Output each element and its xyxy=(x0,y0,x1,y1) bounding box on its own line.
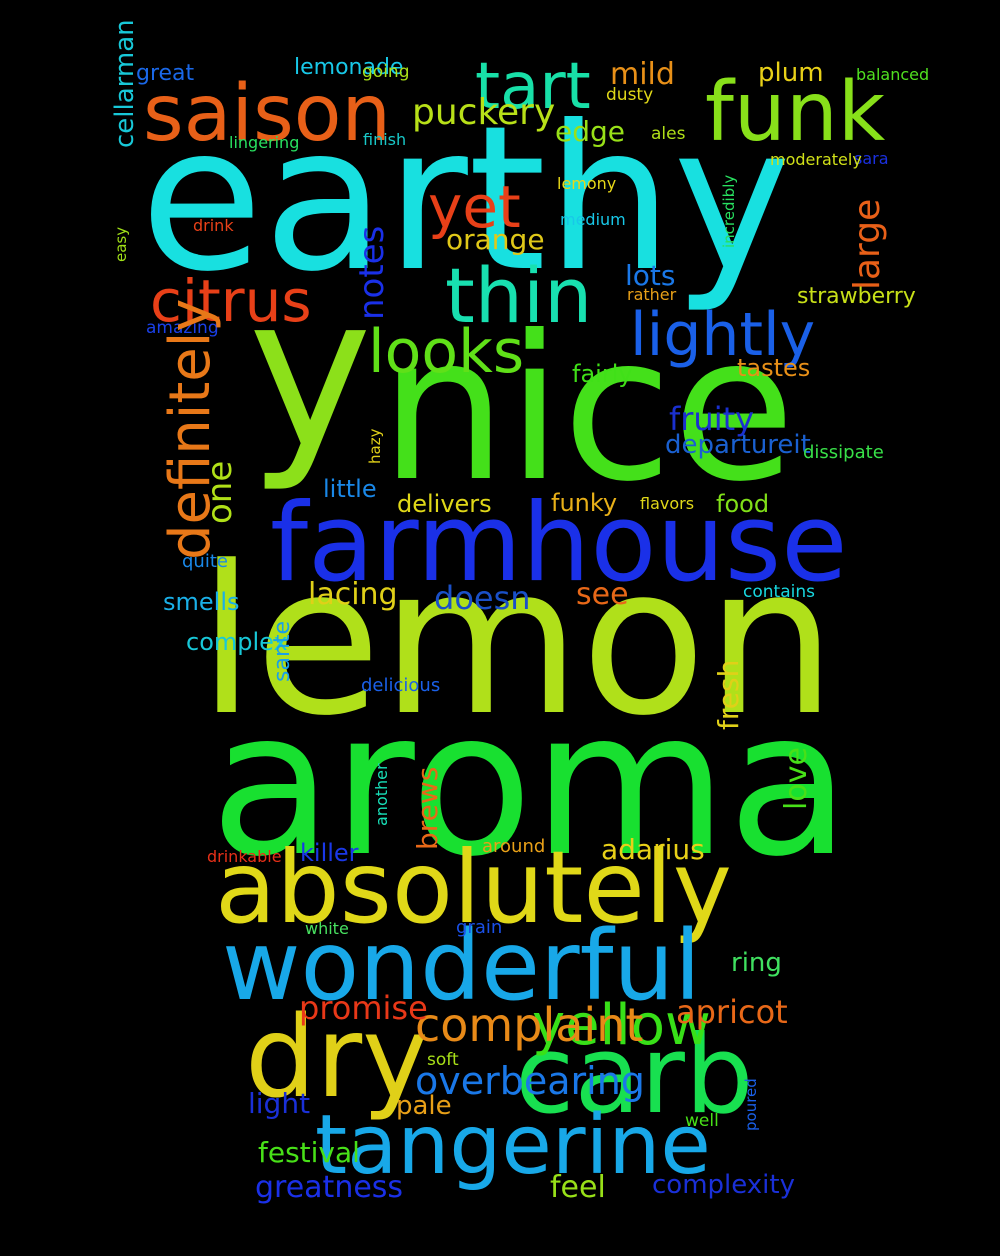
word-sara: lemonade xyxy=(294,55,404,80)
word-easy: overbearing xyxy=(415,1059,645,1103)
word-tangerine: tangerine xyxy=(315,1098,711,1193)
word-carb: carb xyxy=(515,1013,754,1138)
word-one: ring xyxy=(731,948,782,978)
word-large: apricot xyxy=(676,993,788,1031)
word-wonderful: wonderful xyxy=(222,910,701,1022)
word-saison: saison xyxy=(143,69,391,159)
word-flavors: tastes xyxy=(737,354,811,382)
word-lacing: dissipate xyxy=(803,442,884,463)
word-complexity: white xyxy=(305,919,349,938)
word-contains: delivers xyxy=(397,490,492,518)
word-lingering: dusty xyxy=(606,85,654,105)
word-medium: sara xyxy=(854,149,889,168)
word-yet: yet xyxy=(428,173,521,241)
word-dry: dry xyxy=(245,993,429,1123)
word-going: large xyxy=(847,198,888,290)
word-y: y xyxy=(248,250,373,495)
word-delicious: food xyxy=(716,490,770,518)
word-see: little xyxy=(323,475,377,503)
word-fresh: well xyxy=(685,1111,719,1131)
word-lightly: lightly xyxy=(630,300,816,370)
word-absolutely: absolutely xyxy=(215,829,732,946)
word-funk: funk xyxy=(705,65,886,160)
word-apricot: delicious xyxy=(361,675,441,696)
word-strawberry: finish xyxy=(363,130,407,149)
word-well: drinkable xyxy=(207,847,282,866)
word-cellarman: soft xyxy=(427,1050,459,1070)
word-citrus: citrus xyxy=(150,267,312,335)
word-lots: mild xyxy=(610,57,675,92)
word-killer: lacing xyxy=(308,577,398,612)
word-hazy: light xyxy=(248,1087,311,1120)
word-sante: pale xyxy=(396,1091,452,1121)
word-rather: lingering xyxy=(229,133,300,152)
word-delivers: amazing xyxy=(146,318,219,338)
word-mild: yellow xyxy=(532,993,711,1058)
word-definitely: grain xyxy=(456,917,503,938)
word-light: another xyxy=(372,763,391,826)
word-poured: complexity xyxy=(652,1170,795,1200)
word-earthy: earthy xyxy=(140,83,792,316)
word-grain: smells xyxy=(163,588,240,616)
word-food: fruity xyxy=(669,400,755,438)
word-doesn: hazy xyxy=(366,428,384,464)
word-greatness: around xyxy=(482,836,546,857)
word-complex: flavors xyxy=(640,494,695,513)
word-love: festival xyxy=(258,1136,360,1169)
word-quite: departureit xyxy=(665,430,811,460)
word-dusty: plum xyxy=(758,58,824,88)
word-another: greatness xyxy=(255,1170,404,1205)
word-notes: promise xyxy=(299,989,428,1027)
word-tart: tart xyxy=(475,50,591,124)
word-edge: complaint xyxy=(415,998,644,1052)
word-tastes: incredibly xyxy=(720,174,738,248)
word-festival: killer xyxy=(300,839,359,867)
word-departureit: easy xyxy=(112,226,130,262)
word-nice: nice xyxy=(380,293,796,526)
word-ales: cellarman xyxy=(110,19,140,148)
word-complaint: one xyxy=(200,460,240,524)
word-promise: sante xyxy=(270,620,295,682)
word-aroma: aroma xyxy=(210,668,851,901)
word-thin: thin xyxy=(445,251,593,340)
word-ring: complex xyxy=(186,628,288,656)
word-great: orange xyxy=(446,223,545,256)
word-around: doesn xyxy=(434,579,531,617)
word-adarius: see xyxy=(576,577,629,612)
word-feel: adarius xyxy=(601,833,705,866)
word-orange: puckery xyxy=(412,92,556,133)
word-drink: moderately xyxy=(770,150,862,169)
word-smells: funky xyxy=(551,489,618,517)
word-lemonade: lots xyxy=(625,259,676,292)
word-lemon: lemon xyxy=(198,523,837,761)
word-incredibly: poured xyxy=(742,1078,760,1131)
word-plum: edge xyxy=(555,115,625,148)
word-fairly: medium xyxy=(560,210,626,229)
word-dissipate: rather xyxy=(627,285,677,304)
word-little: strawberry xyxy=(797,284,916,309)
word-amazing: lemony xyxy=(557,174,617,193)
word-moderately: going xyxy=(362,62,410,82)
word-balanced: great xyxy=(136,61,195,86)
word-lemony: ales xyxy=(651,124,686,144)
word-overbearing: love xyxy=(779,747,814,810)
word-brews: feel xyxy=(550,1170,606,1205)
word-funky: fairly xyxy=(572,360,633,388)
word-finish: balanced xyxy=(856,65,930,84)
word-farmhouse: farmhouse xyxy=(270,481,848,606)
word-looks: looks xyxy=(368,317,525,387)
word-drinkable: quite xyxy=(182,551,228,572)
word-white: contains xyxy=(743,582,815,602)
word-pale: brews xyxy=(411,766,444,850)
word-fruity: drink xyxy=(193,216,234,235)
word-soft: fresh xyxy=(712,659,745,730)
word-puckery: notes xyxy=(352,225,392,320)
